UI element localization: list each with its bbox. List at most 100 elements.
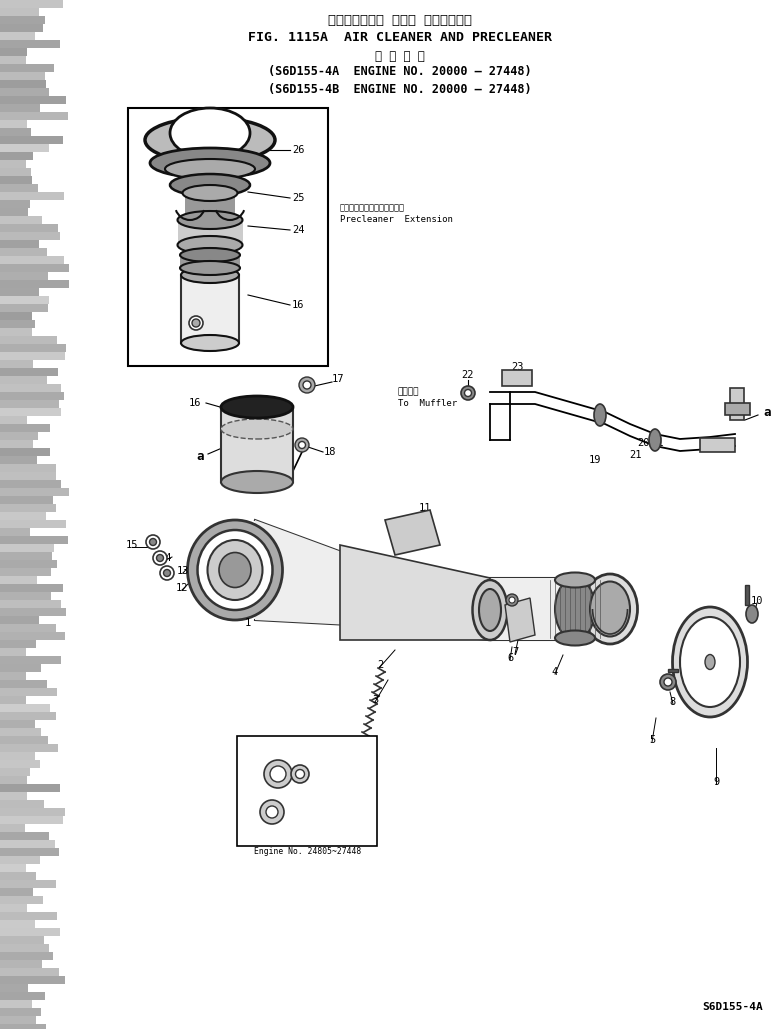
Ellipse shape [649,429,661,451]
Bar [0,920,35,928]
Circle shape [149,538,156,545]
Circle shape [264,760,292,788]
Ellipse shape [177,236,242,254]
Bar [700,438,735,452]
Bar [221,407,293,482]
Text: 3: 3 [372,695,378,705]
Bar [0,272,48,280]
Bar [0,400,59,409]
Circle shape [192,319,200,327]
Bar [128,108,328,366]
Circle shape [465,390,472,396]
Bar [0,856,40,864]
Bar [0,360,33,368]
Bar [0,440,33,448]
Bar [0,8,39,16]
Bar [0,632,65,640]
Bar [0,152,33,159]
Text: 5: 5 [649,735,655,745]
Bar [0,728,41,736]
Bar [0,592,51,600]
Polygon shape [505,598,535,642]
Polygon shape [255,520,490,640]
Bar [0,600,61,608]
Text: マフラヘ: マフラヘ [398,388,419,396]
Text: FIG. 1115A  AIR CLEANER AND PRECLEANER: FIG. 1115A AIR CLEANER AND PRECLEANER [248,31,552,44]
Ellipse shape [165,159,255,179]
Bar [0,536,68,544]
Bar [0,816,63,824]
Bar [0,432,38,440]
Bar [0,88,49,96]
Bar [0,768,30,776]
Ellipse shape [479,589,501,631]
Bar [0,928,60,936]
Text: a: a [763,406,771,420]
Text: 16: 16 [292,300,305,310]
Circle shape [146,535,160,549]
Bar [0,216,42,224]
Bar [0,712,56,720]
Bar [0,24,43,32]
Bar [0,144,49,152]
Bar [0,872,36,880]
Bar [0,784,60,792]
Bar [0,424,50,432]
Bar [0,32,35,40]
Text: 22: 22 [462,370,474,380]
Bar [0,200,30,208]
Bar [0,576,37,584]
Circle shape [266,806,278,818]
Circle shape [660,674,676,690]
Bar [0,368,58,376]
Bar [178,220,243,245]
Bar [0,496,53,504]
Bar [0,688,57,696]
Ellipse shape [680,617,740,707]
Bar [0,16,45,24]
Bar [0,264,69,272]
Bar [0,672,26,680]
Bar [0,136,63,144]
Bar [0,1000,32,1008]
Text: a: a [196,450,204,462]
Bar [0,528,30,536]
Text: 13: 13 [177,566,189,576]
Text: 16: 16 [189,398,201,409]
Text: Precleaner  Extension: Precleaner Extension [340,215,453,224]
Bar [0,128,31,136]
Bar [0,168,31,176]
Bar [0,104,40,112]
Text: 25: 25 [292,193,305,203]
Bar [0,192,64,200]
Bar [0,736,48,744]
Polygon shape [385,510,440,555]
Ellipse shape [187,520,283,620]
Circle shape [260,800,284,824]
Bar [0,296,49,304]
Bar [0,504,56,512]
Bar [0,992,45,1000]
Bar [0,657,61,664]
Bar [0,912,57,920]
Bar [0,352,65,360]
Circle shape [295,438,309,452]
Ellipse shape [183,185,237,201]
Text: 23: 23 [511,362,523,372]
Bar [0,680,47,688]
Bar [0,96,66,104]
Circle shape [163,569,170,576]
Bar [0,832,49,840]
Bar [0,752,35,760]
Ellipse shape [555,631,595,645]
Bar [0,344,66,352]
Bar [0,176,32,184]
Text: エアークリーナ および プリクリーナ: エアークリーナ および プリクリーナ [328,14,472,27]
Bar [0,480,61,488]
Circle shape [509,597,515,603]
Circle shape [295,770,305,779]
Bar [0,616,39,624]
Bar [0,208,28,216]
Bar [0,384,61,392]
Bar [0,952,53,960]
